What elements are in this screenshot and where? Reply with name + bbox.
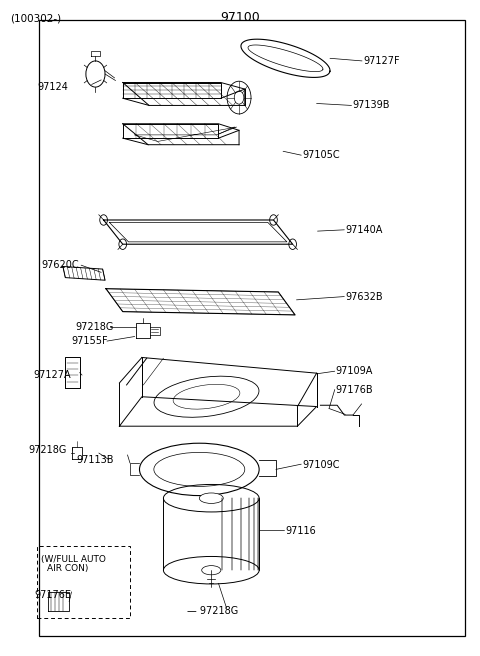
- Text: 97218G: 97218G: [28, 445, 67, 455]
- Text: 97218G: 97218G: [75, 321, 113, 332]
- Text: 97176B: 97176B: [336, 384, 373, 394]
- Circle shape: [270, 215, 277, 225]
- Ellipse shape: [199, 493, 223, 503]
- Text: (W/FULL AUTO: (W/FULL AUTO: [41, 554, 106, 564]
- Text: AIR CON): AIR CON): [47, 564, 88, 573]
- Text: (100302-): (100302-): [10, 14, 61, 24]
- Text: 97105C: 97105C: [302, 150, 340, 160]
- Ellipse shape: [202, 565, 221, 575]
- Text: — 97218G: — 97218G: [187, 605, 239, 616]
- Text: 97139B: 97139B: [352, 100, 390, 110]
- Text: 97113B: 97113B: [76, 455, 114, 464]
- Text: 97632B: 97632B: [345, 291, 383, 302]
- Text: 97109A: 97109A: [336, 366, 373, 376]
- Text: 97109C: 97109C: [302, 461, 340, 470]
- Text: 97127F: 97127F: [363, 56, 400, 66]
- Text: 97620C: 97620C: [41, 260, 79, 270]
- Bar: [36, 546, 130, 618]
- Text: 97155F: 97155F: [72, 336, 108, 346]
- Text: 97127A: 97127A: [33, 370, 71, 380]
- Text: 97116: 97116: [285, 526, 316, 536]
- Bar: [39, 20, 465, 636]
- Text: 97100: 97100: [220, 10, 260, 24]
- Circle shape: [289, 239, 297, 249]
- Circle shape: [119, 239, 127, 249]
- Text: 97140A: 97140A: [345, 225, 383, 235]
- Text: 97176E: 97176E: [35, 590, 72, 600]
- Text: 97124: 97124: [37, 82, 68, 92]
- Circle shape: [100, 215, 108, 225]
